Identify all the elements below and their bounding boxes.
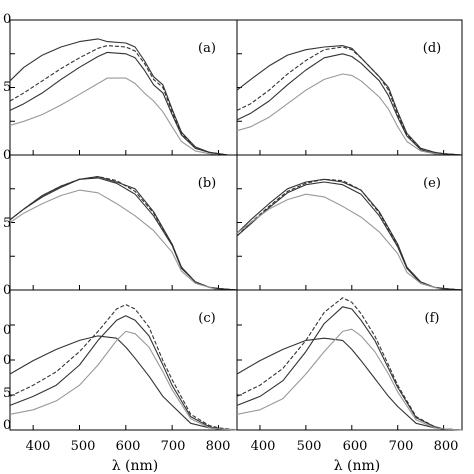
series-line-1 — [236, 337, 463, 431]
y-tick-fragment: 0 — [3, 148, 11, 163]
series-line-4 — [9, 77, 237, 156]
series-line-2 — [236, 46, 463, 156]
y-tick-fragment: 0 — [3, 283, 11, 298]
x-tick-label: 800 — [434, 439, 459, 454]
y-tick-fragment: 5 — [3, 386, 11, 401]
panel-d: (d) — [236, 19, 463, 156]
x-axis-title-left: λ (nm) — [112, 458, 159, 474]
y-tick-fragment: 0 — [3, 12, 11, 27]
y-tick-labels-row-2: 5 0 — [3, 216, 11, 298]
panel-label: (e) — [423, 176, 441, 191]
x-tick-label: 600 — [343, 439, 368, 454]
panel-label: (d) — [423, 41, 441, 56]
series-line-4 — [236, 73, 462, 156]
panel-f: (f) — [236, 289, 463, 431]
y-tick-fragment: 0 — [3, 353, 11, 368]
series-line-2 — [9, 304, 238, 431]
panel-label: (a) — [198, 41, 216, 56]
y-tick-labels-row-1: 0 5 0 — [3, 12, 11, 163]
y-tick-fragment: 0 — [3, 323, 11, 338]
x-tick-label: 500 — [297, 439, 322, 454]
panel-label: (f) — [425, 311, 440, 326]
series-line-4 — [9, 330, 238, 431]
x-tick-label: 800 — [206, 439, 231, 454]
panel-label: (b) — [198, 176, 216, 191]
x-tick-label: 400 — [26, 439, 51, 454]
series-line-1 — [9, 335, 238, 431]
series-line-3 — [9, 315, 238, 431]
series-line-3 — [236, 306, 463, 431]
x-axis-title-right: λ (nm) — [334, 458, 381, 474]
y-tick-labels-row-3: 0 0 5 0 — [3, 323, 11, 433]
x-tick-label: 700 — [161, 439, 186, 454]
x-tick-label: 500 — [71, 439, 96, 454]
y-tick-fragment: 5 — [3, 80, 11, 95]
x-tick-labels-right: 400 500 600 700 800 — [251, 439, 459, 454]
series-line-3 — [9, 51, 237, 156]
y-tick-fragment: 5 — [3, 216, 11, 231]
series-line-4 — [236, 193, 462, 291]
x-tick-labels-left: 400 500 600 700 800 — [26, 439, 231, 454]
x-tick-label: 400 — [251, 439, 276, 454]
panel-label: (c) — [198, 311, 215, 326]
series-line-4 — [9, 189, 237, 291]
panel-c: (c) — [9, 289, 238, 431]
x-tick-label: 700 — [389, 439, 414, 454]
series-line-4 — [236, 328, 463, 431]
x-tick-label: 600 — [116, 439, 141, 454]
y-tick-fragment: 0 — [3, 418, 11, 433]
panels: (a) (b) (c) (d) (e) (f) — [9, 19, 463, 431]
series-line-3 — [236, 53, 462, 156]
